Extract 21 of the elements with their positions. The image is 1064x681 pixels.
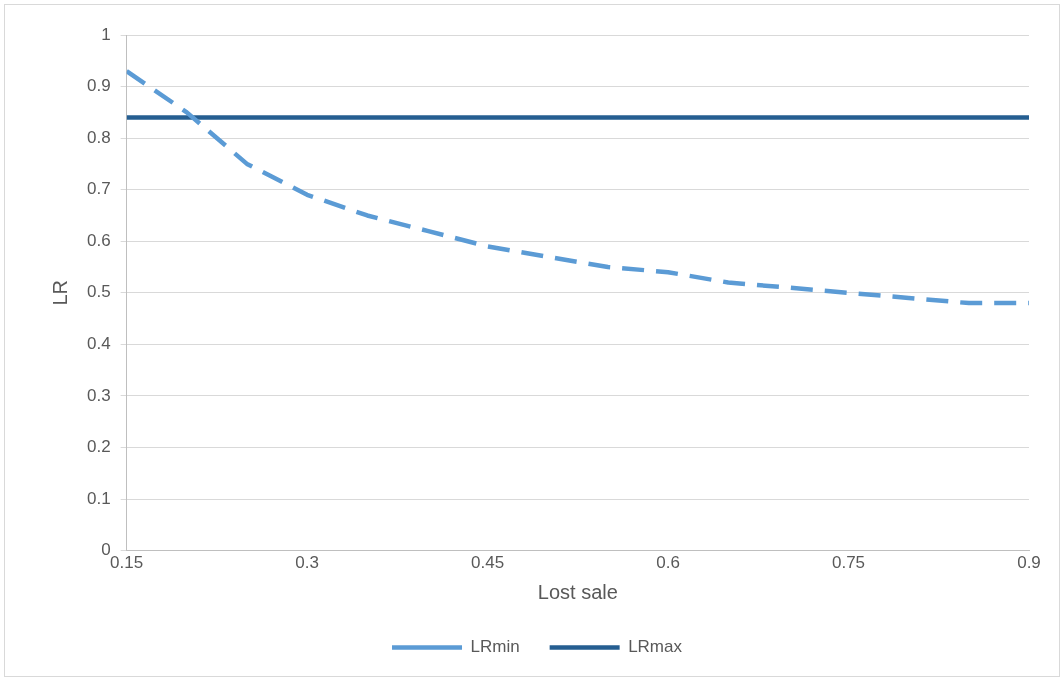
y-tick-label: 0.7: [86, 179, 111, 199]
y-axis-title: LR: [48, 280, 71, 306]
y-tick-label: 1: [101, 24, 111, 44]
x-tick-label: 0.6: [656, 553, 680, 573]
y-tick-label: 0.3: [86, 385, 111, 405]
legend-label: LRmin: [470, 637, 520, 657]
y-tick-label: 0.8: [86, 127, 111, 147]
x-tick-label: 0.15: [110, 553, 144, 573]
x-tick-label: 0.9: [1017, 553, 1041, 573]
y-tick-label: 0: [101, 540, 111, 560]
y-tick-label: 0.9: [86, 76, 111, 96]
legend-label: LRmax: [628, 637, 683, 657]
x-axis-title: Lost sale: [537, 580, 618, 603]
y-tick-label: 0.6: [86, 230, 111, 250]
x-tick-label: 0.3: [295, 553, 319, 573]
y-tick-label: 0.2: [86, 437, 111, 457]
y-tick-label: 0.5: [86, 282, 111, 302]
y-tick-label: 0.4: [86, 334, 111, 354]
x-tick-label: 0.75: [831, 553, 866, 573]
y-tick-label: 0.1: [86, 488, 111, 508]
x-tick-label: 0.45: [471, 553, 505, 573]
